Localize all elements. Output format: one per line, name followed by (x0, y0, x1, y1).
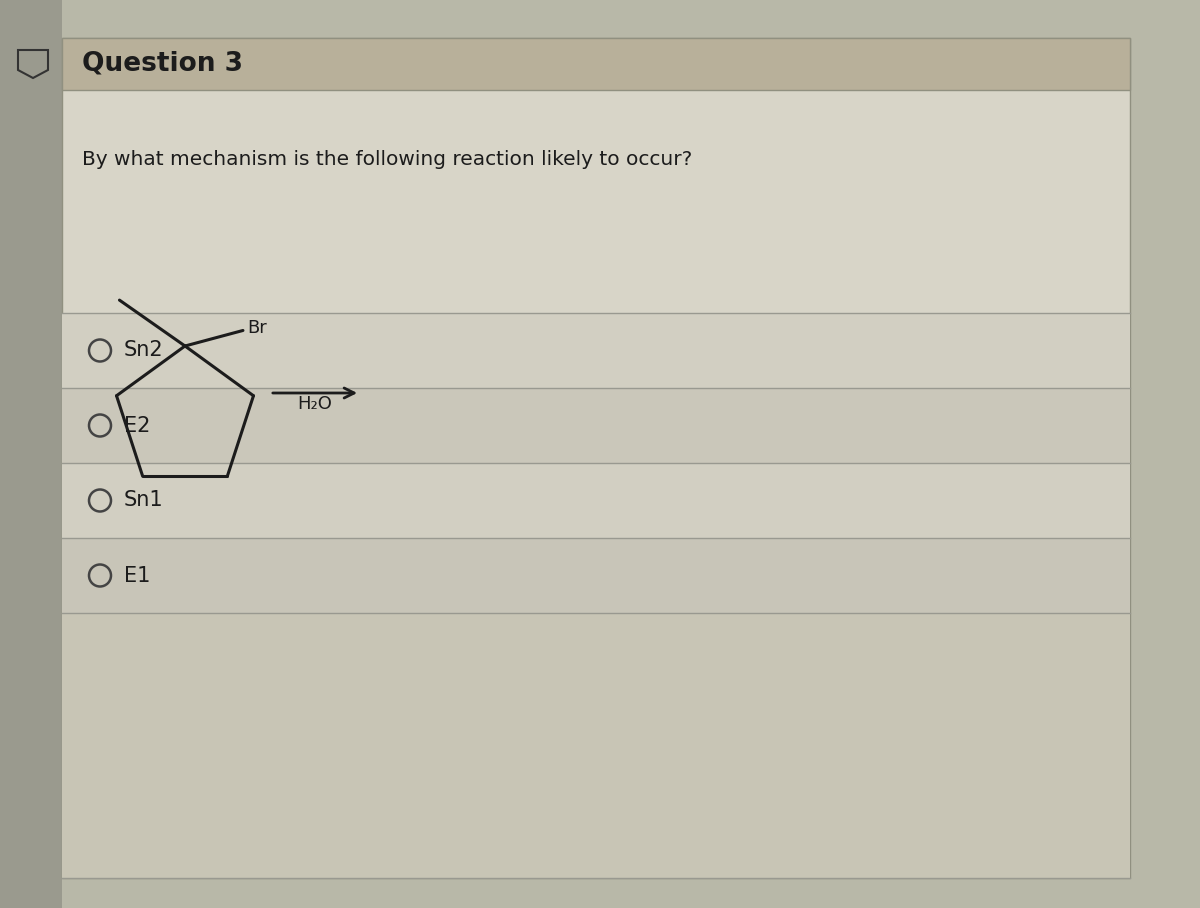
Text: Question 3: Question 3 (82, 51, 242, 77)
Text: E1: E1 (124, 566, 150, 586)
Text: Sn2: Sn2 (124, 340, 163, 360)
Text: E2: E2 (124, 416, 150, 436)
Text: H₂O: H₂O (298, 395, 332, 413)
Bar (62, 388, 1130, 463)
Bar (0, 0, 62, 908)
Bar (62, 463, 1130, 538)
Bar (62, 613, 1130, 878)
Bar (62, 38, 1130, 90)
Bar (62, 38, 1130, 878)
Text: Br: Br (247, 320, 266, 338)
Bar (62, 313, 1130, 388)
Text: Sn1: Sn1 (124, 490, 163, 510)
Bar (62, 538, 1130, 613)
Text: By what mechanism is the following reaction likely to occur?: By what mechanism is the following react… (82, 150, 692, 169)
